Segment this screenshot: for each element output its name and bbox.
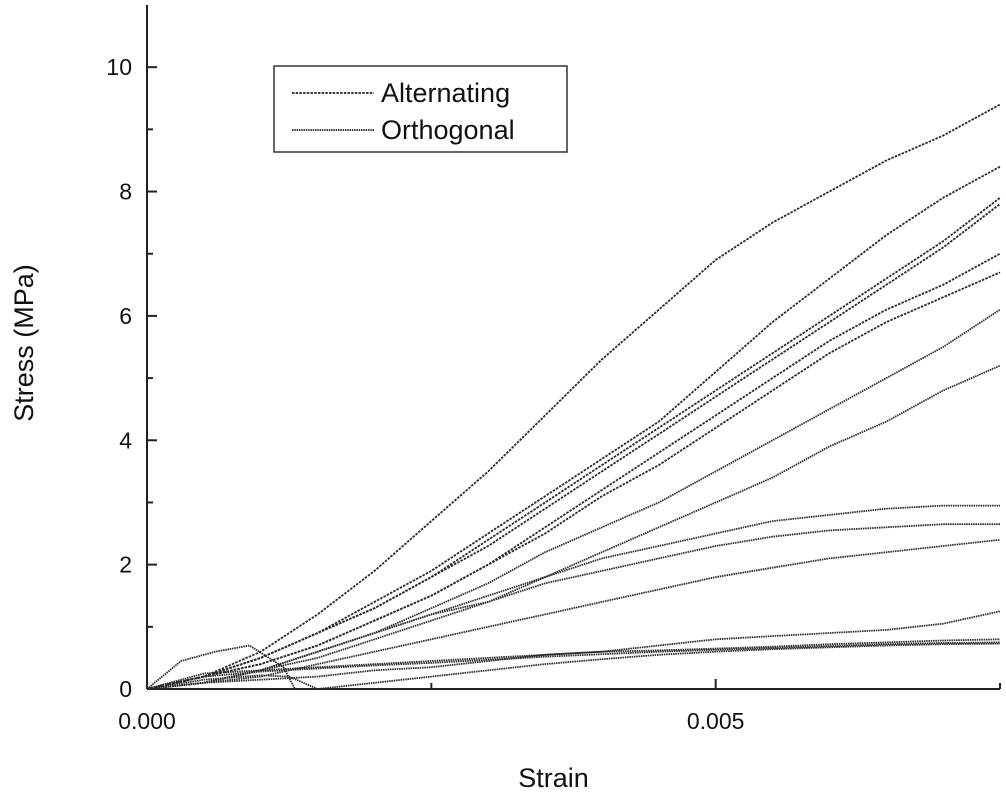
axes: 0 2 4 6 8 10 0.000 0.005 Strain Stress (MPa) bbox=[9, 5, 1001, 793]
series-line-orthogonal bbox=[146, 610, 1001, 690]
series-line-orthogonal bbox=[146, 644, 296, 690]
y-tick-label: 10 bbox=[106, 54, 132, 80]
legend-label: Orthogonal bbox=[381, 115, 515, 145]
series-line-orthogonal bbox=[146, 641, 1001, 690]
series-line-alternating bbox=[146, 165, 1001, 690]
series-line-orthogonal bbox=[146, 523, 1000, 690]
y-axis-title: Stress (MPa) bbox=[9, 264, 39, 422]
series-line-alternating bbox=[146, 103, 1001, 690]
legend-box bbox=[273, 65, 568, 153]
y-tick-label: 0 bbox=[119, 676, 132, 702]
series-line-orthogonal bbox=[146, 642, 1001, 690]
y-tick-label: 2 bbox=[119, 552, 132, 578]
series-line-alternating bbox=[146, 271, 1001, 690]
series-line-alternating bbox=[146, 197, 1001, 690]
legend: Alternating Orthogonal bbox=[273, 65, 568, 153]
series-line-orthogonal bbox=[146, 364, 1001, 690]
series-line-orthogonal bbox=[146, 308, 1001, 690]
y-tick-label: 4 bbox=[119, 427, 132, 453]
plot-lines bbox=[146, 103, 1001, 690]
x-axis-title: Strain bbox=[518, 763, 589, 793]
series-line-alternating bbox=[146, 252, 1001, 690]
x-tick-label: 0.000 bbox=[118, 708, 176, 734]
series-line-orthogonal bbox=[146, 638, 1001, 690]
legend-label: Alternating bbox=[381, 78, 510, 108]
y-tick-label: 8 bbox=[119, 179, 132, 205]
x-tick-label: 0.005 bbox=[687, 708, 745, 734]
y-tick-label: 6 bbox=[119, 303, 132, 329]
series-line-alternating bbox=[146, 203, 1001, 690]
